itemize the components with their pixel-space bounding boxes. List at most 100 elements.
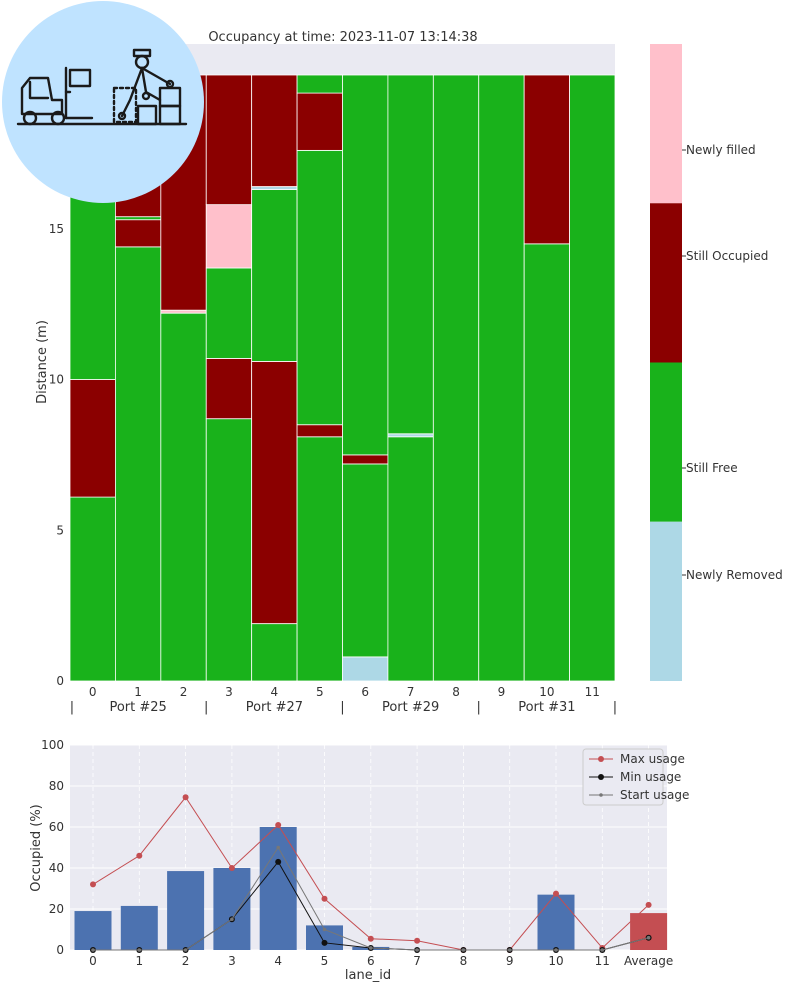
lane-7-segment-1 (387, 433, 434, 438)
legend-marker-1 (598, 774, 604, 780)
series-2-point (91, 948, 95, 952)
lane-0-segment-0 (69, 496, 116, 682)
series-2-point (461, 948, 466, 952)
top-x-tick-label: 1 (134, 685, 142, 699)
bottom-x-axis-ticks: 0 1 2 3 4 5 6 7 8 9 10 11 Average (89, 954, 673, 968)
bottom-x-tick-label: 4 (274, 954, 282, 968)
bottom-y-tick-label: 100 (41, 738, 64, 752)
lane-0-segment-1 (69, 379, 116, 498)
bottom-y-tick-label: 0 (56, 943, 64, 957)
bottom-y-tick-label: 80 (49, 779, 64, 793)
top-x-tick-label: 10 (539, 685, 554, 699)
series-1-point (275, 858, 282, 865)
series-0-point (182, 794, 189, 801)
bottom-x-tick-label: 0 (89, 954, 97, 968)
series-2-point (230, 917, 234, 922)
bottom-chart-lines (90, 794, 652, 953)
lane-5-segment-3 (296, 92, 343, 151)
lane-4-segment-1 (251, 189, 298, 362)
port-label: Port #27 (246, 700, 303, 715)
lane-4-segment-2 (251, 186, 298, 190)
port-labels: Port #25 Port #27 Port #29 Port #31 | | | | | (70, 700, 617, 715)
top-x-tick-label: 9 (498, 685, 506, 699)
bottom-y-axis-label: Occupied (%) (29, 804, 44, 892)
series-0-point (321, 895, 328, 902)
bottom-x-axis-label: lane_id (345, 968, 391, 983)
legend-label: Max usage (620, 752, 685, 766)
colorbar-block-3 (650, 521, 682, 681)
series-0-point (645, 901, 652, 908)
lane-5-segment-2 (296, 149, 343, 426)
bottom-bar-1 (120, 905, 158, 950)
colorbar-block-2 (650, 362, 682, 522)
top-y-tick-label: 10 (49, 373, 64, 387)
top-x-tick-label: 5 (316, 685, 324, 699)
lane-3-segment-2 (205, 267, 253, 359)
bottom-x-tick-label: 3 (228, 954, 236, 968)
bottom-bar-2 (167, 871, 205, 950)
bottom-legend: Max usage Min usage Start usage (582, 748, 689, 806)
lane-3-segment-3 (205, 204, 253, 269)
colorbar-block-0 (650, 44, 682, 204)
bottom-x-tick-label: 11 (595, 954, 610, 968)
bottom-x-tick-label: 5 (321, 954, 329, 968)
legend-box (582, 748, 664, 806)
lane-1-segment-0 (115, 246, 162, 682)
legend-marker-2 (599, 793, 603, 797)
lane-5-segment-4 (296, 74, 343, 94)
series-0-point (90, 881, 96, 888)
series-2-point (507, 948, 512, 952)
bottom-x-tick-label: 9 (506, 954, 514, 968)
lane-5-segment-0 (296, 436, 343, 682)
bottom-x-tick-label: 7 (413, 954, 421, 968)
series-2-point (554, 948, 558, 952)
forklift-warehouse-crane-icon (2, 1, 204, 203)
lane-2-segment-1 (160, 309, 207, 314)
bottom-bar-10 (537, 894, 575, 950)
bottom-x-tick-label: Average (624, 954, 673, 968)
series-2-point (600, 948, 605, 952)
series-2-point (137, 948, 142, 952)
top-x-tick-label: 2 (180, 685, 188, 699)
lane-10-segment-1 (523, 74, 570, 245)
series-1-point (321, 939, 328, 946)
top-y-tick-label: 15 (49, 222, 64, 236)
top-y-axis-label: Distance (m) (35, 320, 50, 404)
lane-4-segment-3 (251, 74, 298, 187)
port-separator: | (340, 700, 344, 715)
lane-3-segment-4 (205, 74, 253, 206)
bottom-x-tick-label: 10 (548, 954, 563, 968)
bottom-x-tick-label: 6 (367, 954, 375, 968)
port-separator: | (70, 700, 74, 715)
series-2-point (369, 946, 373, 950)
colorbar-block-1 (650, 203, 682, 363)
series-2-point (322, 927, 327, 932)
series-0-point (553, 890, 559, 897)
top-x-axis-ticks: 0 1 2 3 4 5 6 7 8 9 10 11 (89, 685, 600, 699)
bottom-bar-average (630, 913, 668, 950)
series-0-point (275, 821, 282, 828)
series-0-point (367, 935, 374, 942)
lane-7-segment-0 (387, 436, 434, 682)
top-chart-title: Occupancy at time: 2023-11-07 13:14:38 (208, 30, 477, 45)
status-colorbar: Newly filled Still Occupied Still Free Newl… (650, 44, 783, 681)
top-x-tick-label: 8 (452, 685, 460, 699)
bottom-y-tick-label: 60 (49, 820, 64, 834)
port-separator: | (204, 700, 208, 715)
top-y-tick-label: 5 (56, 523, 64, 537)
lane-9-segment-0 (478, 74, 525, 682)
top-y-tick-label: 0 (56, 674, 64, 688)
lane-6-segment-1 (342, 463, 389, 658)
colorbar-label: Newly Removed (686, 568, 783, 582)
bottom-bar-0 (74, 911, 112, 950)
lane-5-segment-1 (296, 424, 343, 438)
series-0-point (414, 937, 421, 944)
series-2-point (415, 948, 419, 952)
lane-10-segment-0 (523, 243, 570, 682)
lane-1-segment-2 (115, 216, 162, 221)
bottom-chart-bars (74, 827, 668, 950)
colorbar-label: Newly filled (686, 143, 756, 157)
series-2-point (183, 948, 188, 952)
port-label: Port #29 (382, 700, 439, 715)
